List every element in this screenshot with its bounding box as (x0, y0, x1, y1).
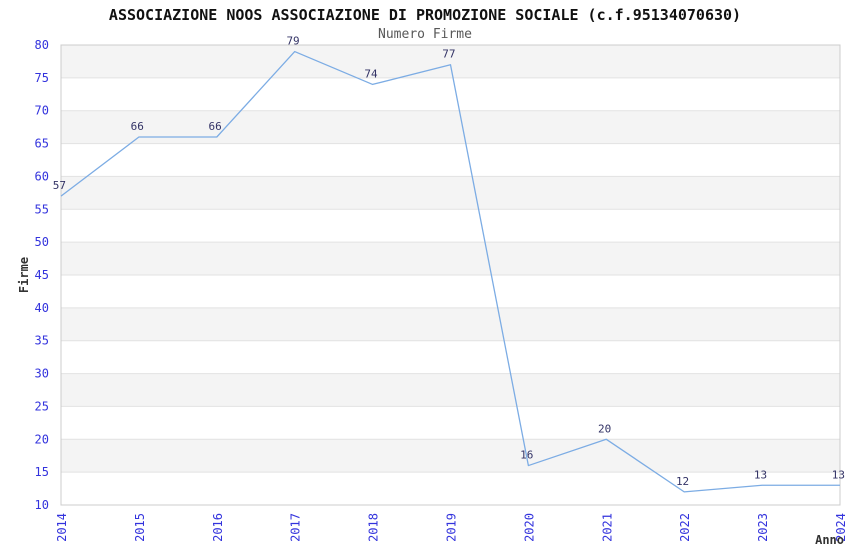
data-point-label: 16 (520, 449, 533, 462)
plot-border (60, 44, 841, 506)
y-axis-title: Firme (17, 257, 31, 293)
plot-band (61, 242, 840, 275)
plot-band (61, 209, 840, 243)
data-point-label: 77 (442, 48, 455, 61)
series-line (60, 50, 840, 493)
plot-band (61, 307, 840, 341)
data-point-label: 13 (754, 468, 767, 481)
plot-band (61, 373, 840, 407)
plot-band (61, 45, 840, 78)
data-point-label: 66 (131, 120, 144, 133)
y-tick-label: 60 (35, 169, 49, 183)
plot-band (61, 439, 840, 473)
x-tick-label: 2017 (289, 513, 303, 542)
plot-band (61, 176, 840, 210)
chart-title: ASSOCIAZIONE NOOS ASSOCIAZIONE DI PROMOZ… (108, 6, 742, 24)
data-point-label: 20 (598, 422, 611, 435)
y-tick-label: 35 (35, 334, 49, 348)
x-tick-label: 2023 (756, 513, 770, 542)
x-tick-label: 2015 (133, 513, 147, 542)
y-tick-label: 80 (35, 38, 49, 52)
data-point-label: 12 (676, 475, 689, 488)
x-tick-label: 2019 (445, 513, 459, 542)
y-tick-label: 75 (35, 71, 49, 85)
y-tick-label: 50 (35, 235, 49, 249)
x-axis-title: Anno (815, 533, 844, 547)
x-tick-label: 2018 (367, 513, 381, 542)
data-point-label: 57 (53, 179, 66, 192)
x-tick-label: 2024 (834, 513, 848, 542)
plot-band (61, 340, 840, 374)
plot-band (61, 110, 840, 144)
chart-subtitle: Numero Firme (378, 27, 472, 42)
y-tick-label: 65 (35, 137, 49, 151)
plot-band (61, 472, 840, 505)
x-tick-label: 2014 (55, 513, 69, 542)
y-tick-label: 30 (35, 367, 49, 381)
data-point-label: 66 (209, 120, 222, 133)
data-point-label: 13 (832, 468, 845, 481)
plot-band (61, 275, 840, 308)
x-tick-label: 2016 (211, 513, 225, 542)
y-tick-label: 55 (35, 202, 49, 216)
y-tick-label: 45 (35, 268, 49, 282)
plot-band (61, 406, 840, 440)
y-tick-label: 15 (35, 465, 49, 479)
x-tick-label: 2021 (600, 513, 614, 542)
data-point-label: 79 (286, 35, 299, 48)
y-tick-label: 70 (35, 104, 49, 118)
y-tick-label: 10 (35, 498, 49, 512)
plot-band (61, 143, 840, 177)
plot-band (61, 77, 840, 111)
y-tick-label: 25 (35, 399, 49, 413)
x-tick-label: 2022 (678, 513, 692, 542)
y-tick-label: 20 (35, 432, 49, 446)
x-tick-label: 2020 (522, 513, 536, 542)
y-tick-label: 40 (35, 301, 49, 315)
data-point-label: 74 (364, 67, 378, 80)
